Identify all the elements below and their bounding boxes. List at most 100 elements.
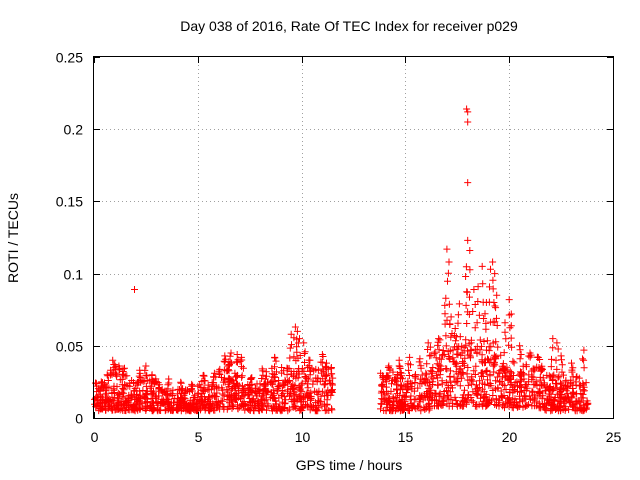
data-point: [284, 388, 291, 396]
data-point: [491, 318, 499, 326]
data-point: [246, 395, 254, 402]
data-point: [302, 373, 310, 381]
data-point: [212, 373, 220, 381]
data-point: [479, 402, 487, 410]
data-point: [446, 388, 454, 396]
data-point: [397, 369, 405, 377]
data-point: [520, 392, 528, 400]
data-point: [232, 396, 240, 403]
data-point: [420, 404, 428, 412]
data-point: [121, 364, 128, 372]
data-point: [206, 407, 214, 415]
data-point: [550, 396, 558, 404]
data-point: [473, 391, 481, 399]
data-point: [438, 380, 446, 388]
data-point: [506, 388, 514, 396]
data-point: [401, 393, 409, 401]
data-point: [467, 394, 475, 401]
data-point: [315, 397, 323, 405]
data-point: [96, 405, 104, 413]
data-point: [217, 397, 225, 405]
data-point: [544, 395, 552, 403]
data-point: [439, 401, 447, 409]
data-point: [555, 373, 563, 381]
data-point: [501, 319, 509, 327]
data-point: [516, 371, 524, 379]
data-point: [505, 341, 513, 349]
data-point: [572, 373, 580, 381]
data-point: [165, 379, 173, 387]
data-point: [316, 398, 324, 406]
data-point: [91, 395, 98, 403]
data-point: [576, 403, 584, 411]
data-point: [460, 344, 468, 352]
data-point: [531, 395, 538, 403]
data-point: [406, 353, 414, 361]
data-point: [123, 372, 131, 380]
data-point: [436, 371, 444, 379]
data-point: [278, 369, 286, 377]
data-point: [461, 354, 469, 362]
data-point: [560, 371, 567, 379]
data-point: [141, 377, 149, 385]
data-point: [387, 407, 395, 415]
data-point: [492, 377, 500, 385]
data-point: [550, 371, 558, 379]
data-point: [200, 384, 208, 392]
data-point: [490, 368, 498, 376]
data-point: [133, 387, 141, 395]
x-tick-labels: 0 5 10 15 20 25: [91, 429, 622, 445]
data-point: [442, 294, 450, 302]
data-point: [307, 395, 315, 403]
data-point: [136, 369, 144, 377]
data-point: [300, 350, 308, 357]
data-point: [442, 342, 450, 350]
data-point: [449, 384, 456, 392]
data-point: [272, 357, 280, 365]
data-point: [418, 380, 426, 387]
data-point: [447, 313, 455, 321]
data-point: [507, 376, 514, 383]
data-point: [516, 395, 524, 403]
data-point: [234, 405, 242, 413]
data-point: [483, 366, 491, 374]
data-point: [238, 356, 246, 364]
data-point: [394, 390, 401, 398]
data-point: [260, 381, 268, 389]
data-point: [388, 380, 395, 388]
data-point: [474, 385, 481, 393]
data-point: [466, 352, 474, 360]
data-point: [547, 405, 555, 412]
data-point: [228, 397, 236, 405]
data-point: [289, 380, 297, 388]
data-point: [478, 369, 486, 377]
data-point: [546, 383, 554, 390]
data-point: [449, 354, 457, 362]
data-point: [491, 401, 499, 408]
data-point: [278, 387, 286, 394]
data-point: [453, 362, 461, 370]
data-point: [467, 346, 475, 354]
x-axis-label: GPS time / hours: [296, 457, 403, 473]
data-point: [435, 391, 443, 399]
data-point: [454, 319, 462, 327]
data-point: [170, 399, 177, 407]
data-point: [450, 373, 458, 381]
data-point: [566, 397, 574, 405]
data-point: [548, 355, 555, 363]
data-point: [446, 355, 454, 363]
data-point: [426, 343, 434, 351]
data-point: [136, 395, 144, 403]
data-point: [198, 393, 206, 401]
data-point: [506, 368, 514, 376]
data-point: [430, 350, 438, 358]
data-point: [259, 389, 267, 397]
data-point: [580, 406, 588, 414]
data-point: [547, 390, 555, 398]
data-point: [579, 355, 586, 363]
data-point: [453, 343, 461, 351]
data-point: [489, 258, 497, 266]
data-point: [483, 402, 491, 409]
data-point: [444, 382, 452, 390]
data-point: [263, 406, 270, 414]
